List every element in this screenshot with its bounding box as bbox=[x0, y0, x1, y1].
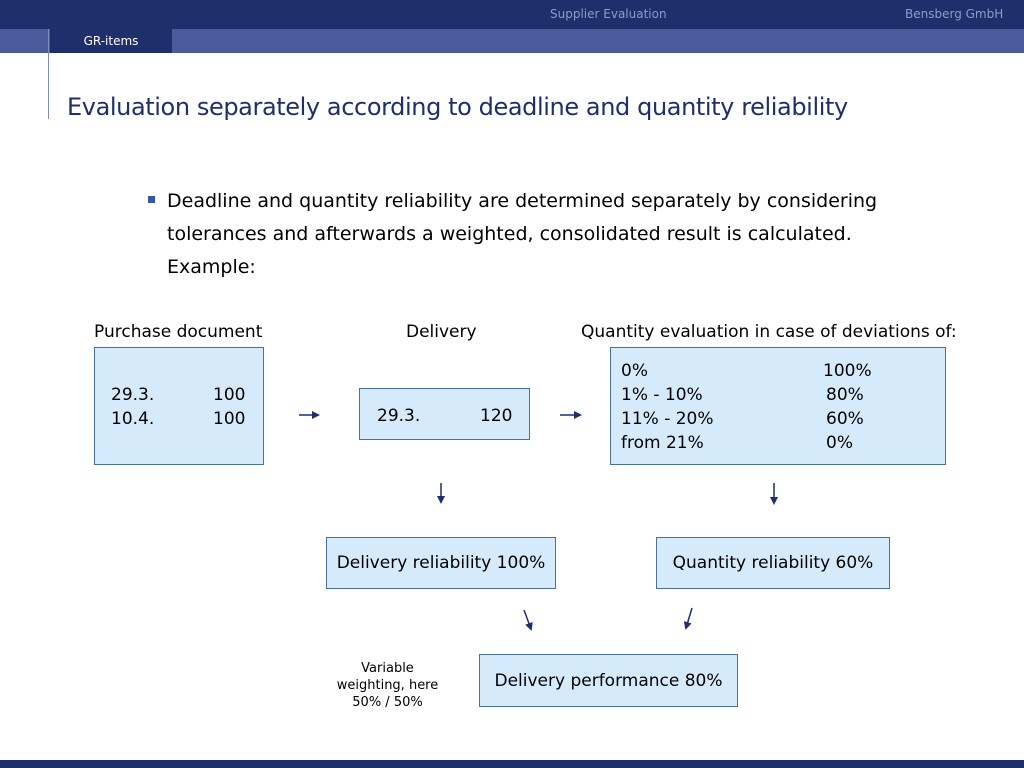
divider-line bbox=[48, 29, 49, 119]
delivery-reliability-box: Delivery reliability 100% bbox=[326, 537, 556, 589]
pd-row-2-qty: 100 bbox=[213, 409, 246, 429]
delivery-reliability-text: Delivery reliability 100% bbox=[336, 553, 546, 573]
delivery-performance-text: Delivery performance 80% bbox=[494, 670, 723, 691]
purchase-document-label: Purchase document bbox=[94, 322, 263, 342]
delivery-label: Delivery bbox=[406, 322, 477, 342]
qe-row-2-score: 80% bbox=[826, 385, 864, 405]
arrow-quantity-reliability-to-performance bbox=[683, 607, 693, 630]
weighting-note-line: Variable bbox=[361, 661, 414, 676]
weighting-note-line: 50% / 50% bbox=[352, 695, 423, 710]
qe-row-4-score: 0% bbox=[826, 433, 853, 453]
slide-title: Evaluation separately according to deadl… bbox=[67, 93, 848, 121]
bullet-square-icon bbox=[148, 196, 155, 203]
pd-row-1-qty: 100 bbox=[213, 385, 246, 405]
delivery-row-date: 29.3. bbox=[377, 406, 421, 426]
purchase-document-box: 29.3. 100 10.4. 100 bbox=[94, 347, 264, 465]
qe-row-2-deviation: 1% - 10% bbox=[621, 385, 703, 405]
quantity-reliability-box: Quantity reliability 60% bbox=[656, 537, 890, 589]
pd-row-2-date: 10.4. bbox=[111, 409, 155, 429]
header-center-title: Supplier Evaluation bbox=[550, 7, 667, 21]
arrow-delivery-reliability-to-performance bbox=[523, 609, 533, 631]
bullet-line: Example: bbox=[167, 256, 256, 278]
delivery-row-qty: 120 bbox=[480, 406, 513, 426]
weighting-note: Variable weighting, here 50% / 50% bbox=[330, 660, 445, 711]
bullet-paragraph: Deadline and quantity reliability are de… bbox=[167, 185, 947, 284]
delivery-box: 29.3. 120 bbox=[359, 388, 530, 440]
bullet-line: Deadline and quantity reliability are de… bbox=[167, 190, 878, 212]
footer-bar bbox=[0, 760, 1024, 768]
qe-row-1-deviation: 0% bbox=[621, 361, 648, 381]
tab-gr-items[interactable]: GR-items bbox=[50, 29, 172, 53]
delivery-performance-box: Delivery performance 80% bbox=[479, 654, 738, 707]
quantity-reliability-text: Quantity reliability 60% bbox=[672, 553, 874, 573]
weighting-note-line: weighting, here bbox=[336, 678, 439, 693]
qe-row-1-score: 100% bbox=[823, 361, 872, 381]
qe-row-4-deviation: from 21% bbox=[621, 433, 704, 453]
quantity-evaluation-label: Quantity evaluation in case of deviation… bbox=[581, 322, 957, 342]
header-company: Bensberg GmbH bbox=[905, 7, 1004, 21]
quantity-evaluation-box: 0% 100% 1% - 10% 80% 11% - 20% 60% from … bbox=[610, 347, 946, 465]
pd-row-1-date: 29.3. bbox=[111, 385, 155, 405]
qe-row-3-deviation: 11% - 20% bbox=[621, 409, 714, 429]
bullet-line: tolerances and afterwards a weighted, co… bbox=[167, 223, 852, 245]
header-bar bbox=[0, 0, 1024, 29]
qe-row-3-score: 60% bbox=[826, 409, 864, 429]
